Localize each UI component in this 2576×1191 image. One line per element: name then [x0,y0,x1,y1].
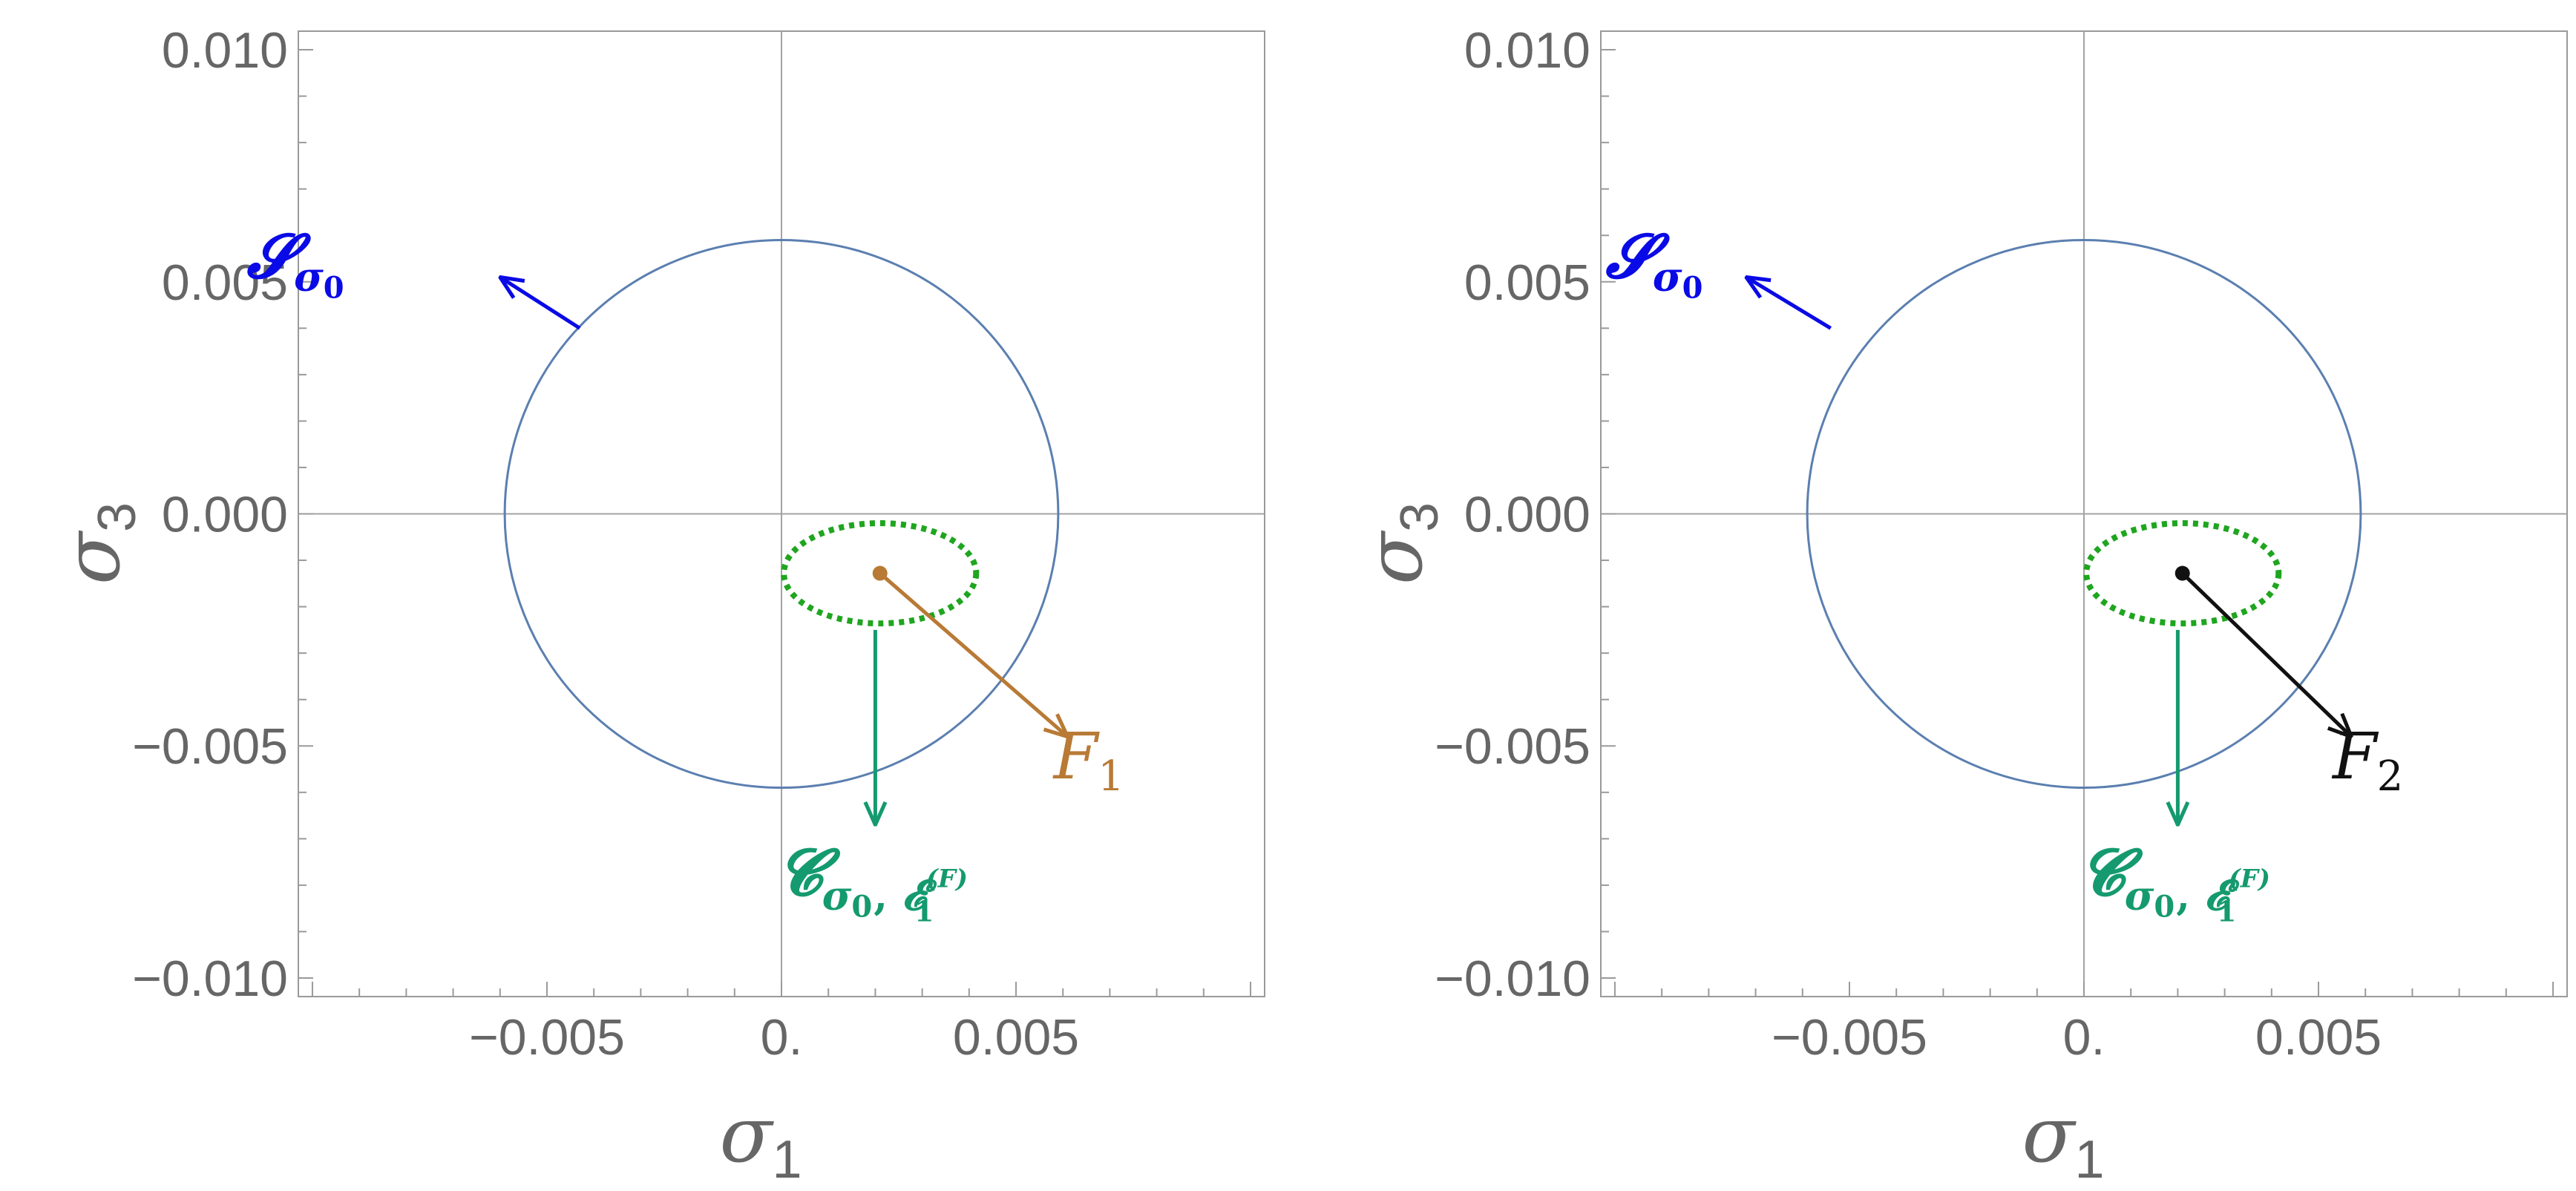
y-tick-label: 0.010 [1464,22,1590,79]
dotted-ellipse [781,520,980,627]
y-tick-label: 0.005 [162,255,288,311]
x-tick-label: 0.005 [2255,1009,2382,1066]
x-axis-title: σ1 [2022,1089,2104,1190]
ellipse-center-point [2174,565,2190,581]
y-tick-label: −0.010 [1435,951,1590,1007]
y-tick-label: −0.005 [1435,718,1590,775]
y-tick-label: −0.010 [132,951,288,1007]
label-F: F2 [2331,720,2403,801]
y-axis-title: σ3 [1349,502,1449,585]
F-arrow [2180,571,2352,737]
ellipse-center-point [872,565,888,581]
label-C: 𝓒σ0, 𝓔(F) 1 [2080,835,2270,928]
panel-1: −0.005 0. 0.005 0.010 0.005 0.000 −0.005 −0.010… [47,22,1265,1190]
F-arrow [879,571,1068,737]
surface-circle [503,238,1060,790]
x-tick-label: −0.005 [1772,1009,1927,1066]
y-axis-title: σ3 [47,502,147,585]
y-tick-label: −0.005 [132,718,288,775]
y-tick-label: 0.010 [162,22,288,79]
x-tick-label: 0. [761,1009,803,1066]
S-arrow [1746,278,1832,330]
x-tick-label: −0.005 [469,1009,625,1066]
x-axis-title: σ1 [719,1089,802,1190]
label-S: 𝓢σ0 [1605,221,1702,306]
surface-circle [1806,238,2362,790]
S-arrow [500,278,581,330]
dotted-ellipse [2083,520,2282,627]
y-tick-label: 0.000 [1464,487,1590,543]
y-tick-label: 0.000 [162,487,288,543]
label-F: F1 [1052,720,1124,801]
x-tick-label: 0. [2063,1009,2105,1066]
panel-2: −0.005 0. 0.005 0.010 0.005 0.000 −0.005 −0.010… [1349,22,2568,1190]
x-tick-label: 0.005 [953,1009,1079,1066]
label-C: 𝓒σ0, 𝓔(F) 1 [777,835,968,928]
y-tick-label: 0.005 [1464,255,1590,311]
